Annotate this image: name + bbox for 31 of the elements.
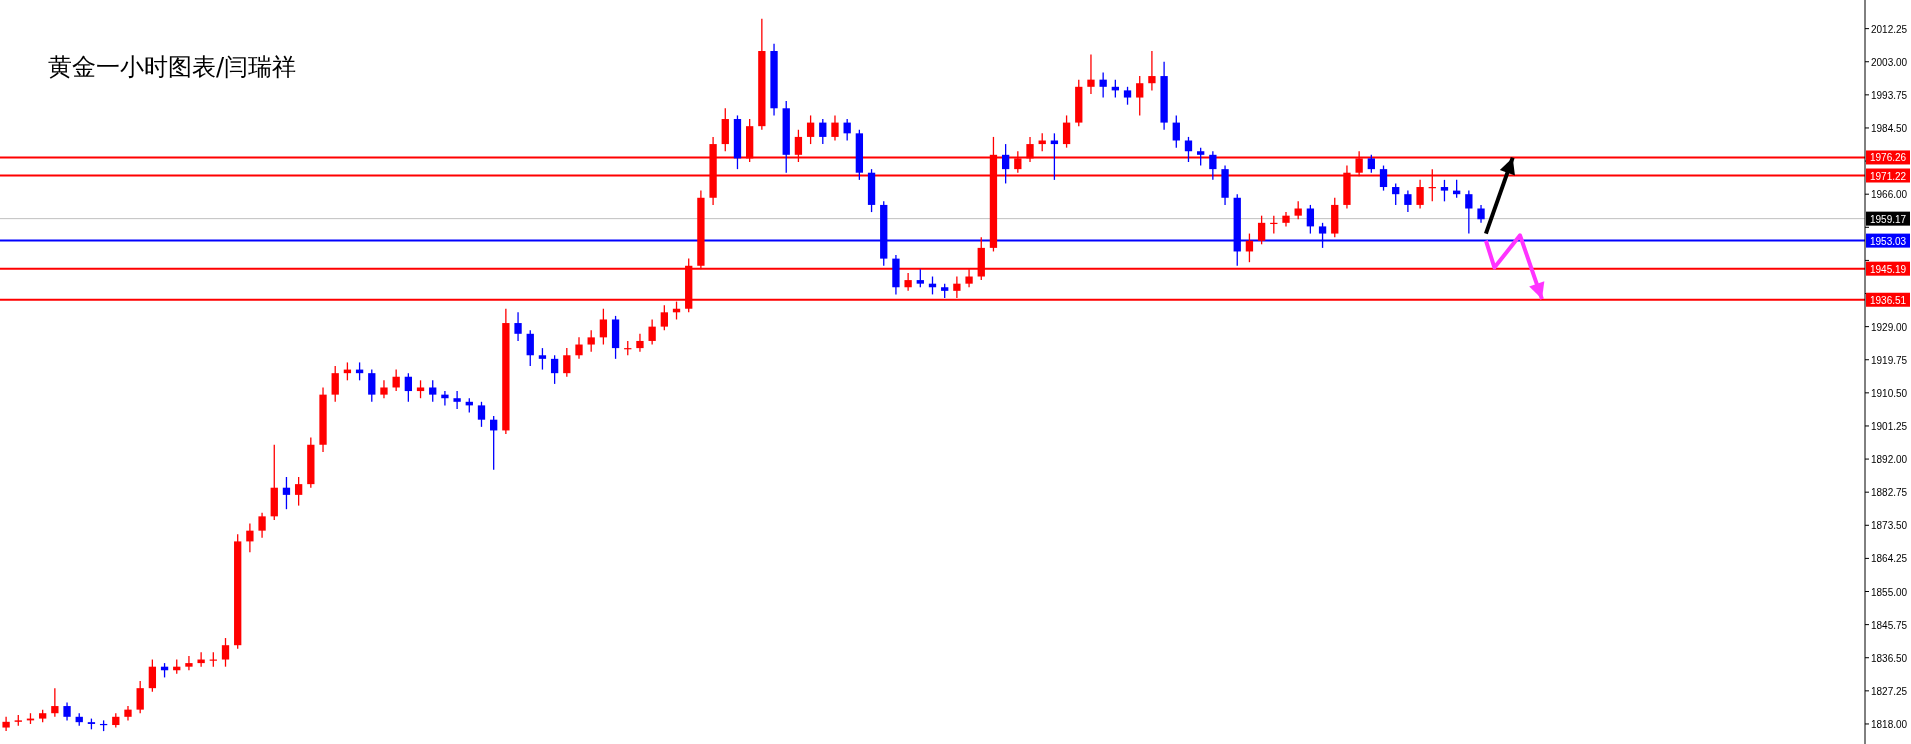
text: 黄金一小时图表/闫瑞祥 — [48, 53, 297, 81]
ref-line-label: 1976.26 — [1870, 152, 1907, 164]
y-tick-label: 1818.00 — [1871, 718, 1908, 730]
y-tick-label: 1827.25 — [1871, 685, 1908, 697]
y-tick-label: 2012.25 — [1871, 23, 1908, 35]
ref-line-label: 1971.22 — [1870, 170, 1907, 182]
y-tick-label: 1864.25 — [1871, 553, 1908, 565]
ref-label: 1976.26 — [1866, 150, 1910, 165]
y-tick-label: 1882.75 — [1871, 487, 1908, 499]
y-tick-label: 1919.75 — [1871, 354, 1908, 366]
y-tick-label: 1929.00 — [1871, 321, 1908, 333]
y-tick-label: 1984.50 — [1871, 122, 1908, 134]
y-tick-label: 1966.00 — [1871, 189, 1908, 201]
ref-line-label: 1959.17 — [1870, 213, 1907, 225]
y-tick-label: 2003.00 — [1871, 56, 1908, 68]
y-tick-label: 1855.00 — [1871, 586, 1908, 598]
ref-line-label: 1936.51 — [1870, 294, 1907, 306]
ref-label: 1936.51 — [1866, 292, 1910, 307]
y-tick-label: 1873.50 — [1871, 520, 1908, 532]
ref-label: 1971.22 — [1866, 168, 1910, 183]
y-tick-label: 1993.75 — [1871, 89, 1908, 101]
ref-line-label: 1945.19 — [1870, 263, 1907, 275]
y-tick-label: 1836.50 — [1871, 652, 1908, 664]
ref-label: 1953.03 — [1866, 233, 1910, 248]
ref-label: 1959.17 — [1866, 211, 1910, 226]
ref-label: 1945.19 — [1866, 261, 1910, 276]
y-tick-label: 1892.00 — [1871, 454, 1908, 466]
ref-line-label: 1953.03 — [1870, 235, 1907, 247]
y-tick-label: 1845.75 — [1871, 619, 1908, 631]
y-tick-label: 1901.25 — [1871, 420, 1908, 432]
y-tick-label: 1910.50 — [1871, 387, 1908, 399]
